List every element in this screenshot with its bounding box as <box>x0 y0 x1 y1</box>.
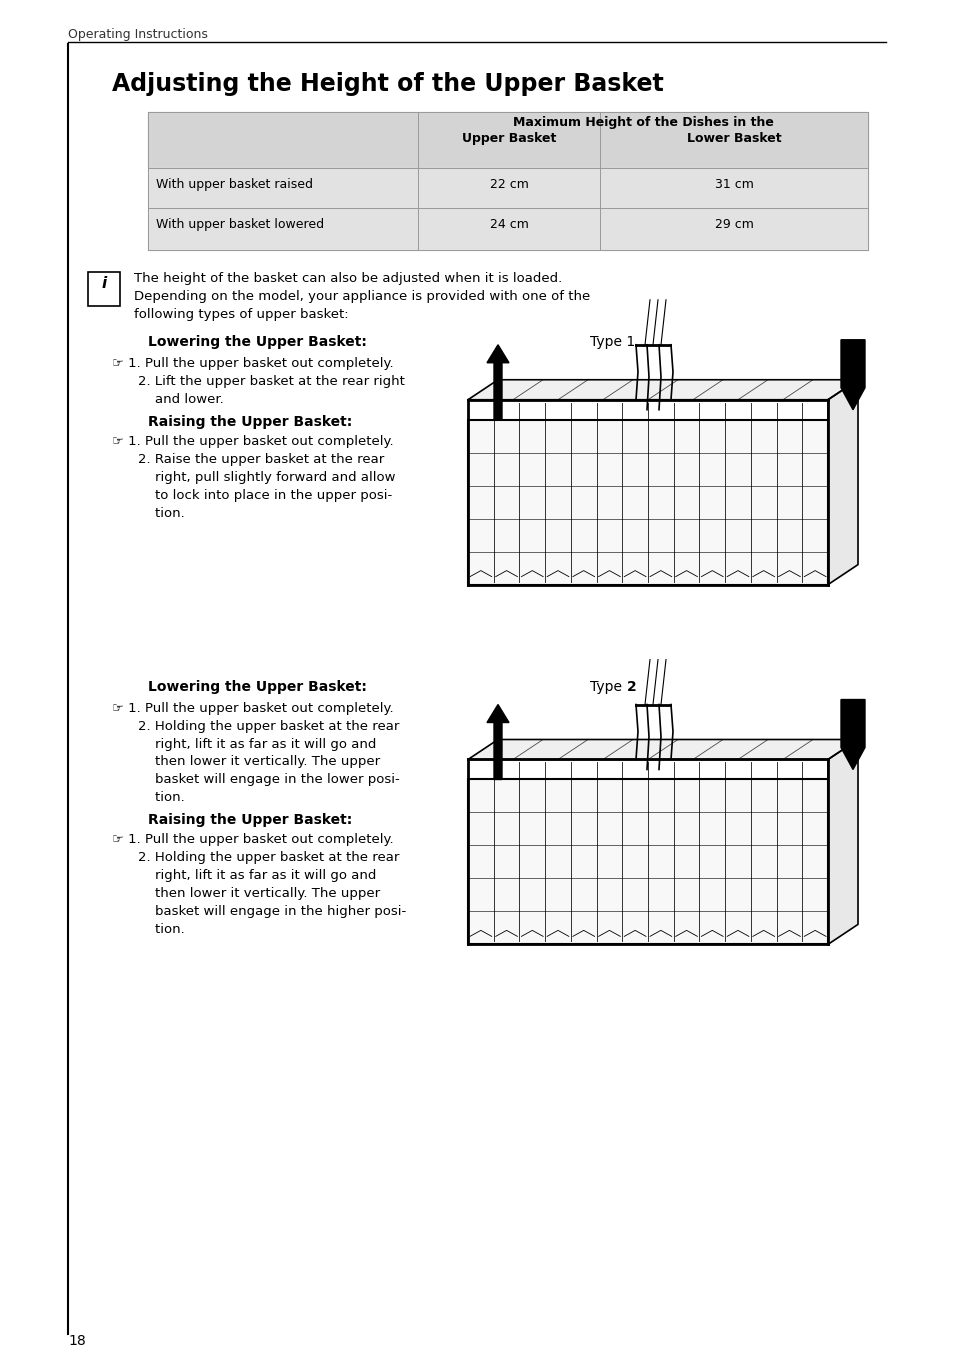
Text: Raising the Upper Basket:: Raising the Upper Basket: <box>148 415 352 429</box>
Text: ☞ 1. Pull the upper basket out completely.: ☞ 1. Pull the upper basket out completel… <box>112 357 394 369</box>
FancyArrow shape <box>486 345 509 419</box>
Text: to lock into place in the upper posi-: to lock into place in the upper posi- <box>138 488 392 502</box>
Bar <box>88 272 120 306</box>
Text: Maximum Height of the Dishes in the: Maximum Height of the Dishes in the <box>512 116 773 128</box>
Text: 2. Holding the upper basket at the rear: 2. Holding the upper basket at the rear <box>138 719 399 733</box>
Polygon shape <box>468 380 857 400</box>
Text: Type: Type <box>589 680 626 694</box>
Bar <box>148 168 867 208</box>
Text: With upper basket raised: With upper basket raised <box>156 178 313 191</box>
Text: then lower it vertically. The upper: then lower it vertically. The upper <box>138 756 379 768</box>
Text: ☞ 1. Pull the upper basket out completely.: ☞ 1. Pull the upper basket out completel… <box>112 435 394 448</box>
Text: Raising the Upper Basket:: Raising the Upper Basket: <box>148 814 352 827</box>
Text: Adjusting the Height of the Upper Basket: Adjusting the Height of the Upper Basket <box>112 72 663 96</box>
Polygon shape <box>827 740 857 944</box>
Text: right, lift it as far as it will go and: right, lift it as far as it will go and <box>138 737 376 750</box>
FancyArrow shape <box>486 704 509 780</box>
FancyArrow shape <box>841 699 864 769</box>
Text: Depending on the model, your appliance is provided with one of the: Depending on the model, your appliance i… <box>133 289 590 303</box>
Text: Lowering the Upper Basket:: Lowering the Upper Basket: <box>148 680 367 694</box>
Text: 31 cm: 31 cm <box>714 178 753 191</box>
Text: 2. Raise the upper basket at the rear: 2. Raise the upper basket at the rear <box>138 453 384 465</box>
Text: tion.: tion. <box>138 507 185 519</box>
Bar <box>468 419 827 584</box>
FancyArrow shape <box>841 339 864 410</box>
Text: 22 cm: 22 cm <box>489 178 528 191</box>
Text: The height of the basket can also be adjusted when it is loaded.: The height of the basket can also be adj… <box>133 272 561 285</box>
Text: Operating Instructions: Operating Instructions <box>68 28 208 41</box>
Text: Lowering the Upper Basket:: Lowering the Upper Basket: <box>148 335 367 349</box>
Text: then lower it vertically. The upper: then lower it vertically. The upper <box>138 887 379 900</box>
Bar <box>468 780 827 944</box>
Text: 29 cm: 29 cm <box>714 218 753 231</box>
Text: Type 1: Type 1 <box>589 335 635 349</box>
Polygon shape <box>468 740 857 760</box>
Text: i: i <box>101 276 107 291</box>
Text: Lower Basket: Lower Basket <box>686 132 781 145</box>
Text: following types of upper basket:: following types of upper basket: <box>133 308 348 320</box>
Text: basket will engage in the lower posi-: basket will engage in the lower posi- <box>138 773 399 787</box>
Text: tion.: tion. <box>138 923 185 937</box>
Text: and lower.: and lower. <box>138 392 224 406</box>
Polygon shape <box>827 380 857 584</box>
Text: 2: 2 <box>626 680 636 694</box>
Text: tion.: tion. <box>138 791 185 804</box>
Text: Upper Basket: Upper Basket <box>461 132 556 145</box>
Text: ☞ 1. Pull the upper basket out completely.: ☞ 1. Pull the upper basket out completel… <box>112 702 394 714</box>
Bar <box>148 208 867 250</box>
Text: 24 cm: 24 cm <box>489 218 528 231</box>
Text: 2. Lift the upper basket at the rear right: 2. Lift the upper basket at the rear rig… <box>138 375 404 388</box>
Bar <box>148 112 867 168</box>
Text: With upper basket lowered: With upper basket lowered <box>156 218 324 231</box>
Text: right, pull slightly forward and allow: right, pull slightly forward and allow <box>138 470 395 484</box>
Text: 18: 18 <box>68 1334 86 1348</box>
Text: 2. Holding the upper basket at the rear: 2. Holding the upper basket at the rear <box>138 852 399 864</box>
Text: right, lift it as far as it will go and: right, lift it as far as it will go and <box>138 869 376 883</box>
Text: ☞ 1. Pull the upper basket out completely.: ☞ 1. Pull the upper basket out completel… <box>112 833 394 846</box>
Text: basket will engage in the higher posi-: basket will engage in the higher posi- <box>138 906 406 918</box>
